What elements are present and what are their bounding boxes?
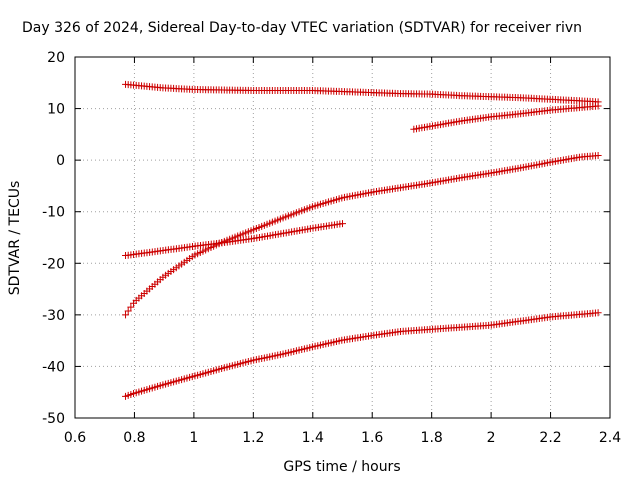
y-tick-label: 10 (47, 102, 65, 118)
x-tick-label: 2.4 (599, 430, 621, 446)
plot-frame (74, 56, 611, 419)
data-point (122, 311, 130, 319)
series-track-upper (122, 80, 602, 106)
grid (75, 57, 610, 418)
x-tick-label: 1 (189, 430, 198, 446)
y-tick-label: -50 (42, 411, 65, 427)
y-tick-label: 20 (47, 50, 65, 66)
data-point (127, 303, 135, 311)
series-track-lower (122, 309, 602, 400)
x-tick-label: 1.4 (302, 430, 324, 446)
data-point (594, 309, 602, 317)
data-point (339, 220, 346, 228)
x-tick-label: 1.2 (242, 430, 264, 446)
x-tick-label: 1.8 (421, 430, 443, 446)
y-tick-label: -20 (42, 256, 65, 272)
axis-ticks: 0.6 0.8 1 1.2 1.4 1.6 1.8 2 2.2 2.4 -50 -40 -30 -20 -1… (42, 50, 621, 446)
data-points (122, 80, 602, 400)
series-track-rising (122, 152, 602, 319)
data-point (594, 152, 602, 160)
series-track-upper-right (410, 102, 602, 133)
y-axis-label: SDTVAR / TECUs (7, 181, 23, 296)
x-tick-label: 1.6 (361, 430, 383, 446)
x-tick-label: 2.2 (539, 430, 561, 446)
x-tick-label: 2 (487, 430, 496, 446)
data-point (124, 307, 132, 315)
data-point (594, 102, 602, 110)
y-tick-label: -10 (42, 205, 65, 221)
x-tick-label: 0.6 (64, 430, 86, 446)
series-track-short (122, 220, 346, 260)
x-axis-label: GPS time / hours (283, 459, 400, 475)
y-tick-label: -40 (42, 359, 65, 375)
y-tick-label: -30 (42, 308, 65, 324)
x-tick-label: 0.8 (123, 430, 145, 446)
chart-title: Day 326 of 2024, Sidereal Day-to-day VTE… (22, 20, 582, 36)
y-tick-label: 0 (56, 153, 65, 169)
